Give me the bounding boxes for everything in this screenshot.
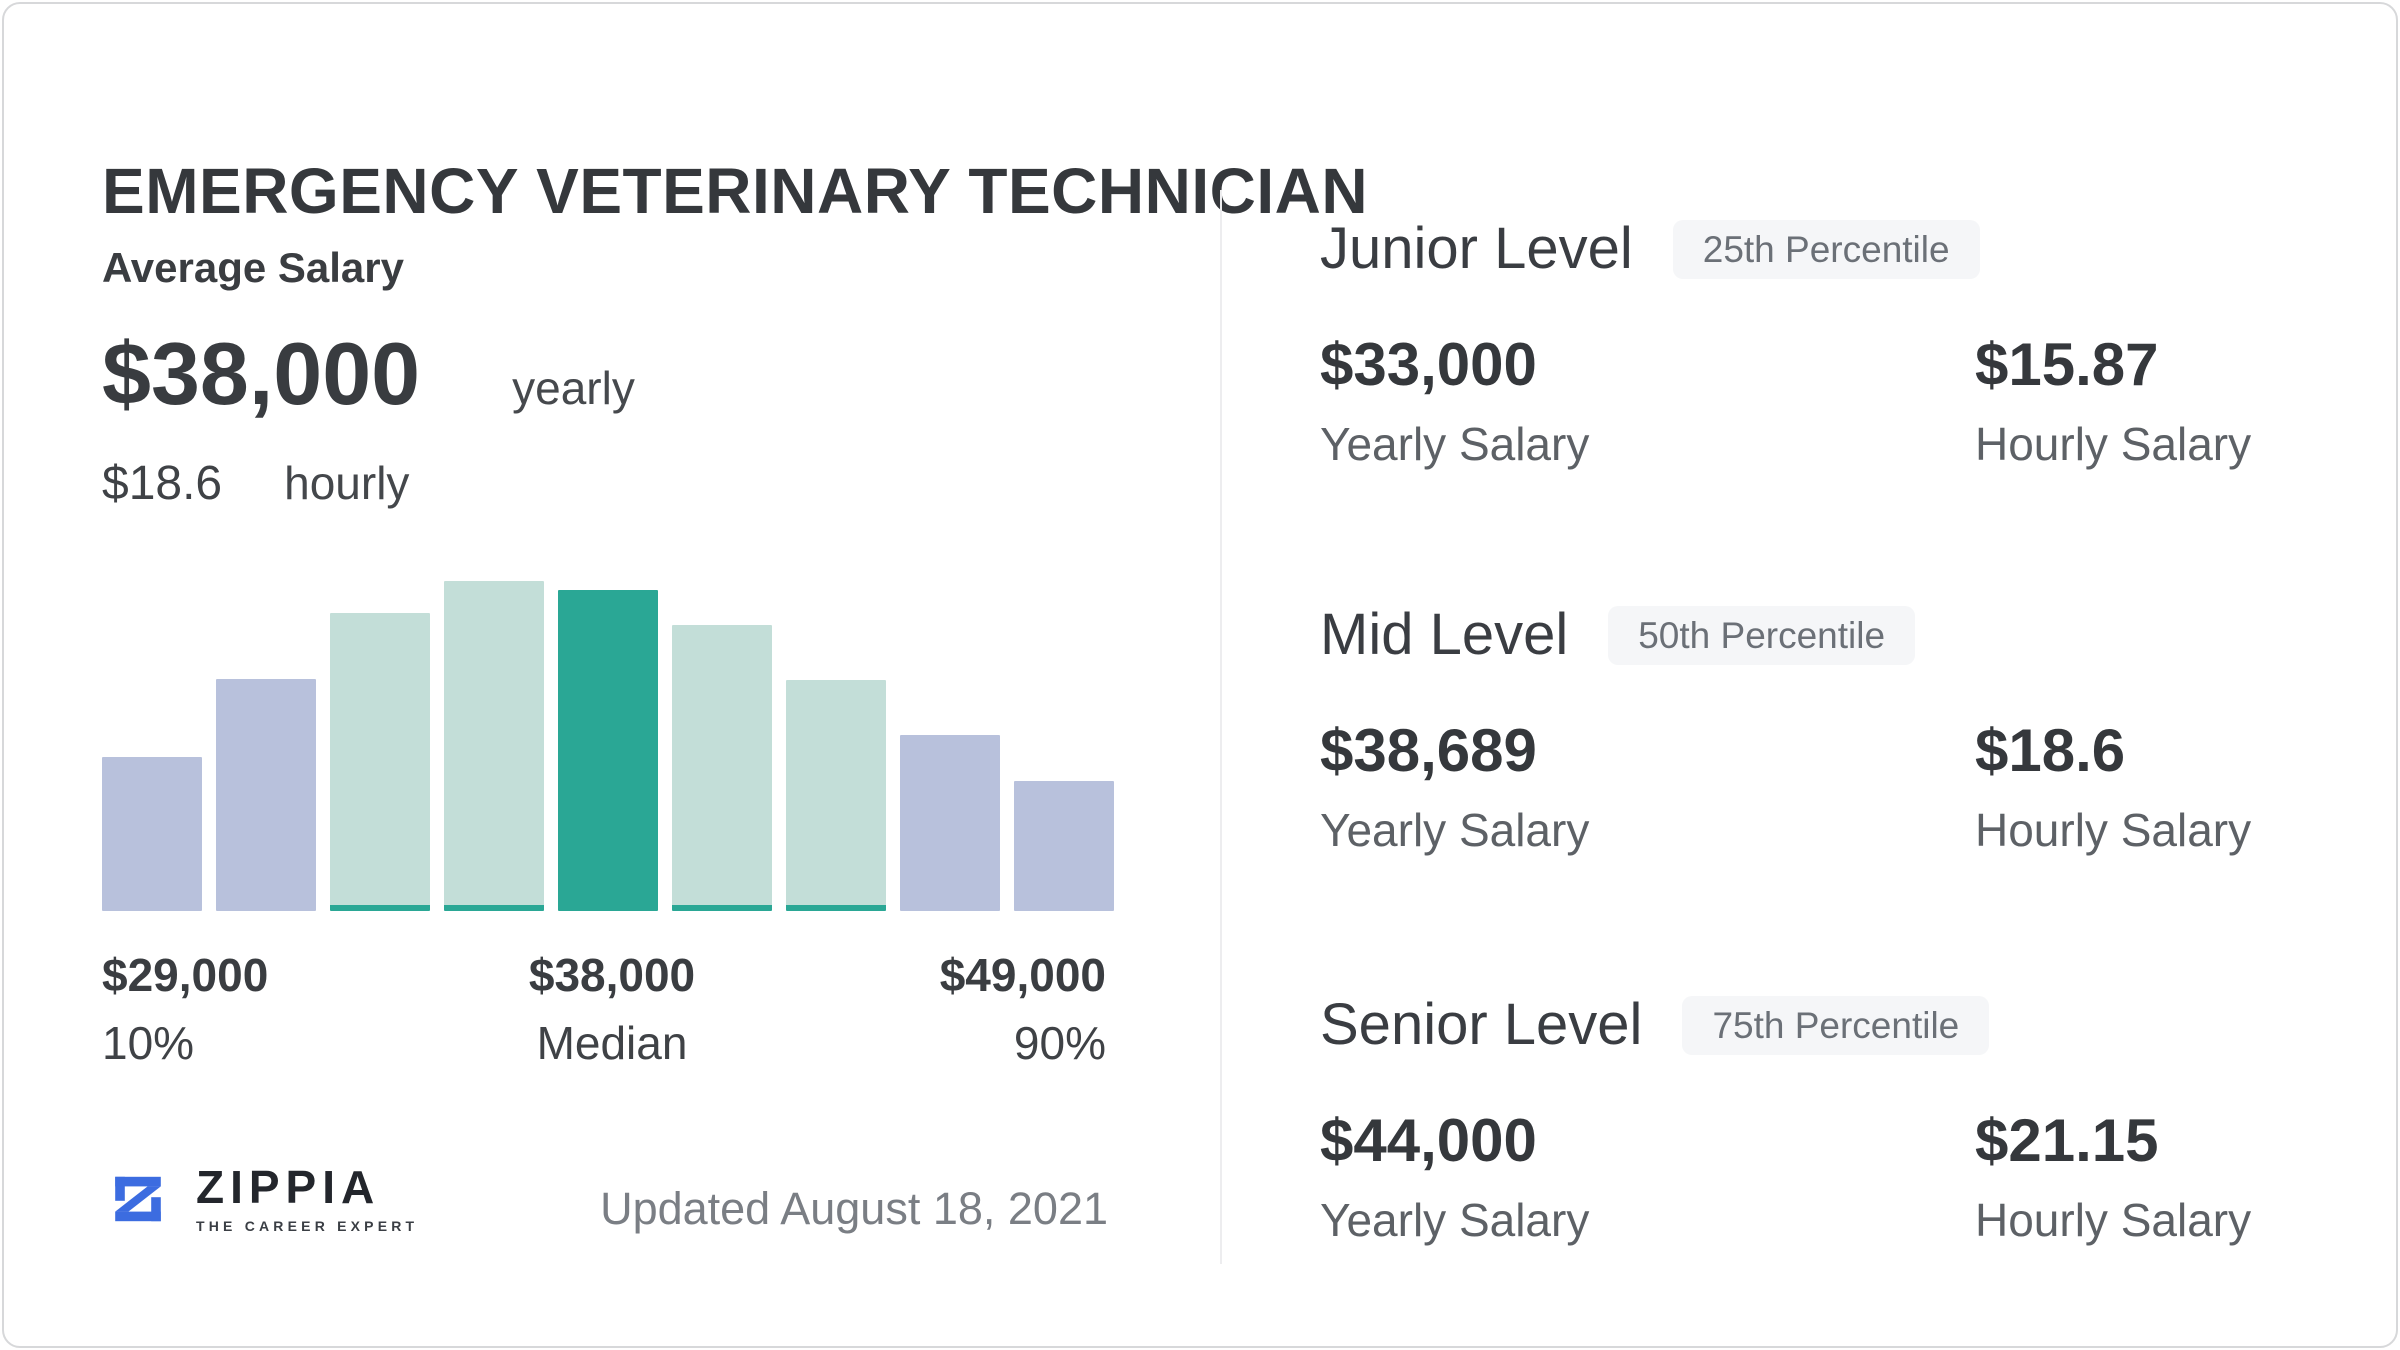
chart-annotation-label: 10% xyxy=(102,1017,195,1069)
hourly-salary-block: $21.15 Hourly Salary xyxy=(1975,1106,2252,1246)
hourly-salary-block: $18.6 Hourly Salary xyxy=(1975,716,2252,856)
yearly-salary-value: $38,689 xyxy=(1320,716,1537,784)
level-salaries: $33,000 Yearly Salary $15.87 Hourly Sala… xyxy=(1320,330,2310,485)
yearly-salary-block: $33,000 Yearly Salary xyxy=(1320,330,1590,470)
yearly-salary-block: $44,000 Yearly Salary xyxy=(1320,1106,1590,1246)
yearly-salary-value: $44,000 xyxy=(1320,1106,1537,1174)
chart-annotation-label: Median xyxy=(536,1017,688,1069)
percentile-badge: 25th Percentile xyxy=(1672,219,1980,279)
yearly-salary-label: Yearly Salary xyxy=(1320,417,1590,470)
hourly-salary-value: $15.87 xyxy=(1975,330,2159,398)
salary-distribution-chart xyxy=(102,571,1114,911)
yearly-salary-block: $38,689 Yearly Salary xyxy=(1320,716,1590,856)
level-section-junior: Junior Level 25th Percentile $33,000 Yea… xyxy=(1320,216,2310,485)
zippia-logo-icon xyxy=(115,1176,161,1221)
hourly-salary-block: $15.87 Hourly Salary xyxy=(1975,330,2252,470)
chart-annotation-value: $49,000 xyxy=(939,949,1106,1001)
level-section-senior: Senior Level 75th Percentile $44,000 Yea… xyxy=(1320,992,2310,1261)
page-title: EMERGENCY VETERINARY TECHNICIAN xyxy=(102,154,1369,227)
hourly-salary-label: Hourly Salary xyxy=(1975,803,2252,856)
chart-annotation-10th: $29,000 10% xyxy=(102,952,268,1066)
brand-tagline: THE CAREER EXPERT xyxy=(196,1218,419,1234)
percentile-badge: 75th Percentile xyxy=(1682,995,1990,1055)
chart-bar xyxy=(900,735,1000,911)
hourly-salary-value: $18.6 xyxy=(1975,716,2126,784)
chart-bar xyxy=(330,613,430,911)
level-header: Senior Level 75th Percentile xyxy=(1320,992,2310,1059)
average-hourly-unit: hourly xyxy=(284,457,410,509)
chart-bar xyxy=(672,625,772,911)
average-yearly-value: $38,000 xyxy=(102,324,421,423)
hourly-salary-label: Hourly Salary xyxy=(1975,1193,2252,1246)
percentile-badge: 50th Percentile xyxy=(1608,605,1916,665)
hourly-salary-label: Hourly Salary xyxy=(1975,417,2252,470)
chart-annotation-median: $38,000 Median xyxy=(529,952,695,1066)
level-name: Senior Level xyxy=(1320,992,1643,1057)
hourly-salary-value: $21.15 xyxy=(1975,1106,2159,1174)
chart-bar xyxy=(786,680,886,911)
yearly-salary-label: Yearly Salary xyxy=(1320,1193,1590,1246)
yearly-salary-value: $33,000 xyxy=(1320,330,1537,398)
chart-bar xyxy=(216,679,316,911)
yearly-salary-label: Yearly Salary xyxy=(1320,803,1590,856)
chart-annotation-90th: $49,000 90% xyxy=(940,952,1106,1066)
level-salaries: $44,000 Yearly Salary $21.15 Hourly Sala… xyxy=(1320,1106,2310,1261)
level-name: Junior Level xyxy=(1320,216,1633,281)
level-salaries: $38,689 Yearly Salary $18.6 Hourly Salar… xyxy=(1320,716,2310,871)
brand-wordmark: ZIPPIA THE CAREER EXPERT xyxy=(196,1164,418,1233)
chart-annotation-value: $29,000 xyxy=(102,949,269,1001)
level-section-mid: Mid Level 50th Percentile $38,689 Yearly… xyxy=(1320,602,2310,871)
average-hourly-row: $18.6 hourly xyxy=(102,456,409,511)
vertical-divider xyxy=(1220,190,1222,1264)
average-yearly-row: $38,000 yearly xyxy=(102,324,635,423)
average-hourly-value: $18.6 xyxy=(102,457,223,510)
chart-bar-median xyxy=(558,590,658,911)
average-yearly-unit: yearly xyxy=(512,362,635,414)
level-header: Mid Level 50th Percentile xyxy=(1320,602,2310,669)
chart-bar xyxy=(444,581,544,911)
chart-bar xyxy=(102,757,202,911)
brand-name: ZIPPIA xyxy=(196,1161,381,1213)
level-name: Mid Level xyxy=(1320,602,1569,667)
chart-annotation-label: 90% xyxy=(1013,1017,1106,1069)
average-salary-label: Average Salary xyxy=(102,244,404,291)
chart-bar xyxy=(1014,781,1114,911)
updated-date: Updated August 18, 2021 xyxy=(600,1183,1108,1234)
chart-annotation-value: $38,000 xyxy=(528,949,696,1001)
brand-footer: ZIPPIA THE CAREER EXPERT xyxy=(108,1164,418,1233)
level-header: Junior Level 25th Percentile xyxy=(1320,216,2310,283)
